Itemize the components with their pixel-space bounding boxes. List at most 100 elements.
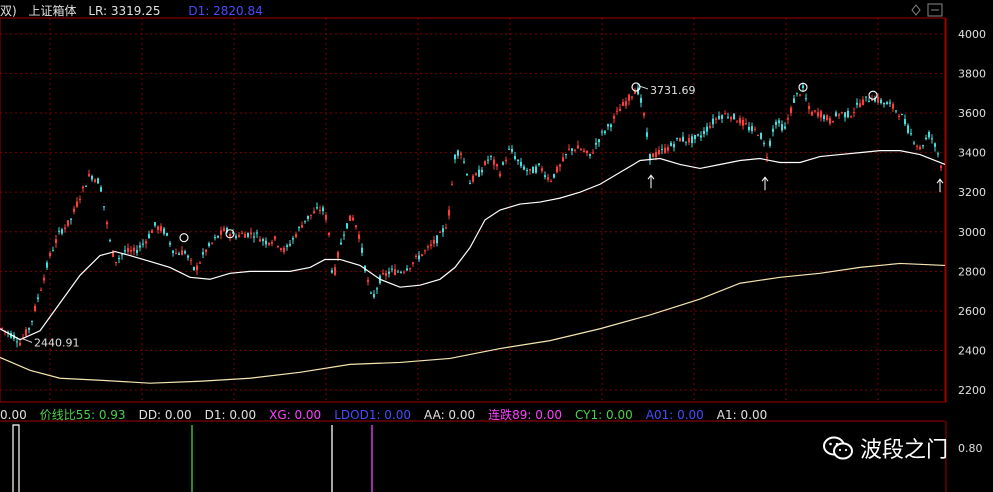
candle-body [901, 114, 903, 116]
up-arrow-marker [936, 178, 944, 193]
candle-body [628, 94, 630, 101]
candle-body [913, 142, 915, 144]
d1-label: D1: [188, 4, 210, 18]
candle-body [250, 232, 252, 235]
candle-body [118, 257, 120, 259]
candle-body [256, 232, 258, 234]
candle-body [670, 142, 672, 147]
candle-body [271, 242, 273, 244]
candle-body [226, 227, 228, 233]
watermark-text: 波段之门 [860, 438, 949, 463]
peak-circle-marker [179, 233, 189, 243]
candle-body [115, 262, 117, 264]
candle-body [502, 162, 504, 165]
candle-body [277, 246, 279, 248]
candle-body [142, 243, 144, 245]
candle-body [460, 153, 462, 156]
diamond-icon [911, 4, 921, 16]
candle-body [310, 214, 312, 216]
candle-body [727, 116, 729, 118]
candle-body [397, 271, 399, 273]
candle-body [109, 239, 111, 241]
header-title[interactable]: 上证箱体 [28, 4, 77, 18]
window-icon [927, 3, 943, 17]
candle-body [694, 134, 696, 140]
candle-body [751, 126, 753, 131]
candle-body [526, 170, 528, 172]
candle-body [196, 265, 198, 271]
candle-body [562, 157, 564, 162]
candle-body [580, 149, 582, 151]
candle-body [76, 201, 78, 207]
candle-body [571, 148, 573, 151]
candle-body [289, 243, 291, 246]
y-tick-label-2: 2600 [958, 305, 986, 318]
candle-body [724, 113, 726, 115]
candle-body [493, 159, 495, 165]
candle-body [643, 113, 645, 116]
candle-body [796, 92, 798, 94]
candle-body [43, 277, 45, 281]
header-bar: 双) 上证箱体 LR: 3319.25 D1: 2820.84 [0, 2, 263, 19]
candle-body [418, 255, 420, 260]
candle-body [508, 148, 510, 150]
candle-body [352, 217, 354, 221]
low-annotation: 2440.91 [34, 336, 80, 349]
candle-body [136, 250, 138, 253]
candle-body [454, 154, 456, 160]
candle-body [280, 248, 282, 250]
candle-body [682, 136, 684, 142]
candle-body [499, 173, 501, 177]
candle-body [175, 252, 177, 254]
candle-body [160, 226, 162, 231]
candle-body [802, 85, 804, 89]
candle-body [766, 157, 768, 159]
ma-short-line [0, 150, 946, 341]
candle-body [625, 101, 627, 106]
candle-body [97, 178, 99, 184]
candle-body [217, 235, 219, 238]
candle-body [211, 242, 213, 244]
candle-body [199, 262, 201, 264]
candle-body [760, 132, 762, 139]
candle-body [481, 169, 483, 173]
indicator-4: XG: 0.00 [269, 408, 322, 422]
peak-circle-marker [798, 82, 808, 92]
candle-body [931, 138, 933, 140]
candle-body [664, 147, 666, 153]
candle-body [871, 99, 873, 101]
candle-body [343, 234, 345, 236]
candle-body [187, 255, 189, 258]
candle-body [685, 141, 687, 143]
candle-body [25, 329, 27, 336]
candle-body [169, 242, 171, 245]
candle-body [253, 236, 255, 238]
candle-body [874, 98, 876, 102]
candle-body [415, 255, 417, 257]
candle-body [88, 173, 90, 177]
indicator-0: 0.00 [0, 408, 27, 422]
y-tick-label-9: 4000 [958, 28, 986, 41]
candle-body [382, 273, 384, 275]
candle-body [259, 239, 261, 242]
candle-body [841, 112, 843, 114]
candle-body [286, 245, 288, 248]
peak-circle-marker [225, 229, 235, 239]
candle-body [904, 119, 906, 125]
candle-body [355, 225, 357, 228]
candle-body [430, 244, 432, 246]
candle-body [856, 102, 858, 105]
candle-body [421, 254, 423, 256]
candle-body [316, 207, 318, 209]
candle-body [325, 214, 327, 220]
candle-body [409, 268, 411, 270]
candle-body [403, 271, 405, 273]
candle-body [679, 137, 681, 142]
candle-body [586, 150, 588, 154]
candle-body [487, 159, 489, 161]
candle-body [178, 253, 180, 255]
candle-body [64, 227, 66, 230]
candle-body [70, 218, 72, 220]
candle-body [769, 140, 771, 146]
